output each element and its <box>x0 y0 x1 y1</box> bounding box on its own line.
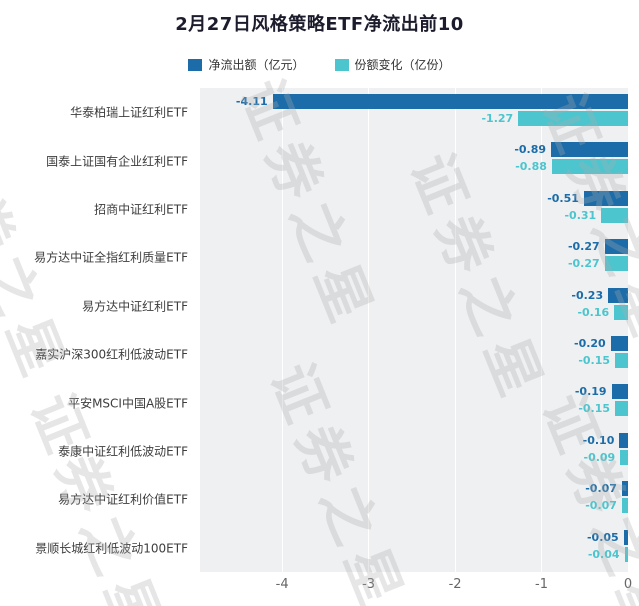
value-label: -0.10 <box>582 433 615 447</box>
category-label: 易方达中证全指红利质量ETF <box>34 250 188 265</box>
category-label: 景顺长城红利低波动100ETF <box>35 541 188 556</box>
legend-swatch-share-change <box>334 58 349 71</box>
value-label: -0.09 <box>583 450 616 464</box>
x-tick-label: -3 <box>362 577 376 592</box>
bar-net-outflow <box>623 529 628 545</box>
category-label: 平安MSCI中国A股ETF <box>68 396 188 411</box>
category-label: 泰康中证红利低波动ETF <box>58 444 188 459</box>
category-label: 国泰上证国有企业红利ETF <box>46 154 188 169</box>
value-label: -0.07 <box>585 482 617 496</box>
legend-item-net-outflow: 净流出额（亿元） <box>188 56 305 73</box>
bar-share-change <box>601 207 628 223</box>
value-label: -0.15 <box>578 402 611 416</box>
bar-net-outflow <box>604 239 628 255</box>
bar-net-outflow <box>621 481 628 497</box>
x-tick-label: -1 <box>535 577 549 592</box>
bar-share-change <box>604 256 628 272</box>
plot-area: -4.11 -1.27 -0.89 -0.88 -0.51 -0.31 -0.27 -0.27… <box>200 88 629 572</box>
bar-share-change <box>614 304 628 320</box>
value-label: -0.04 <box>587 547 620 561</box>
bar-net-outflow <box>608 287 628 303</box>
x-tick-label: 0 <box>623 577 633 592</box>
value-label: -0.31 <box>564 208 597 222</box>
bar-net-outflow <box>611 384 628 400</box>
value-label: -1.27 <box>481 112 514 125</box>
category-label: 易方达中证红利价值ETF <box>58 492 188 507</box>
gridline <box>454 88 456 572</box>
legend: 净流出额（亿元） 份额变化（亿份） <box>0 56 639 73</box>
bar-share-change <box>620 449 628 465</box>
gridline <box>281 88 283 572</box>
value-label: -0.23 <box>571 288 604 302</box>
category-label: 华泰柏瑞上证红利ETF <box>70 105 188 120</box>
bar-net-outflow <box>583 190 628 206</box>
x-axis: -4 -3 -2 -1 0 <box>200 577 632 599</box>
bar-share-change <box>615 353 628 368</box>
bar-share-change <box>615 401 628 417</box>
value-label: -0.27 <box>567 257 600 271</box>
value-label: -0.89 <box>514 143 547 157</box>
value-label: -4.11 <box>235 95 268 108</box>
value-label: -0.88 <box>515 160 547 174</box>
category-labels: 华泰柏瑞上证红利ETF 国泰上证国有企业红利ETF 招商中证红利ETF 易方达中证全指… <box>0 88 194 572</box>
category-label: 易方达中证红利ETF <box>82 299 188 314</box>
legend-label-share-change: 份额变化（亿份） <box>354 58 451 72</box>
value-label: -0.51 <box>547 191 579 205</box>
value-label: -0.16 <box>577 305 610 319</box>
value-label: -0.07 <box>585 499 617 513</box>
gridline <box>368 88 370 572</box>
x-tick-label: -4 <box>275 577 289 592</box>
value-label: -0.20 <box>574 337 606 350</box>
bar-share-change <box>621 498 628 514</box>
value-label: -0.05 <box>586 530 619 544</box>
value-label: -0.15 <box>578 354 611 367</box>
legend-swatch-net-outflow <box>188 58 203 71</box>
legend-label-net-outflow: 净流出额（亿元） <box>208 58 305 72</box>
chart-title: 2月27日风格策略ETF净流出前10 <box>175 14 464 35</box>
bar-share-change <box>518 111 628 126</box>
gridline <box>541 88 543 572</box>
legend-item-share-change: 份额变化（亿份） <box>334 56 451 73</box>
value-label: -0.27 <box>567 240 600 254</box>
x-tick-label: -2 <box>448 577 462 592</box>
gridline <box>627 88 629 572</box>
category-label: 嘉实沪深300红利低波动ETF <box>35 347 188 362</box>
category-label: 招商中证红利ETF <box>94 202 188 217</box>
bar-share-change <box>551 159 628 175</box>
value-label: -0.19 <box>574 385 607 399</box>
bar-net-outflow <box>272 94 628 109</box>
bar-net-outflow <box>619 432 628 448</box>
bar-net-outflow <box>551 142 628 158</box>
bar-share-change <box>624 546 628 562</box>
bar-net-outflow <box>610 336 628 351</box>
